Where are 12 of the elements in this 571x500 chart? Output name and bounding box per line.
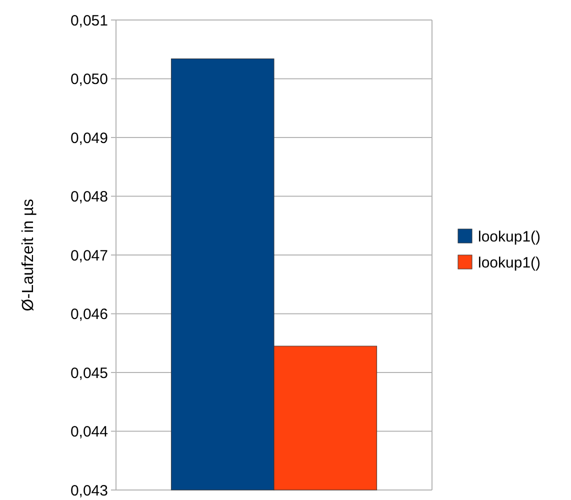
y-axis-title: Ø-Laufzeit in µs	[20, 198, 37, 312]
y-tick-label: 0,051	[70, 12, 108, 30]
y-tick-label: 0,050	[70, 71, 108, 88]
legend-label: lookup1()	[478, 228, 541, 246]
y-tick-label: 0,046	[70, 306, 108, 323]
y-tick-label: 0,048	[70, 188, 108, 206]
y-tick-label: 0,047	[70, 247, 108, 264]
y-tick-label: 0,043	[70, 482, 108, 500]
legend-label: lookup1()	[478, 254, 541, 272]
y-tick-label: 0,049	[70, 130, 108, 147]
y-tick-label: 0,045	[70, 364, 108, 382]
y-tick-label: 0,044	[70, 424, 108, 440]
